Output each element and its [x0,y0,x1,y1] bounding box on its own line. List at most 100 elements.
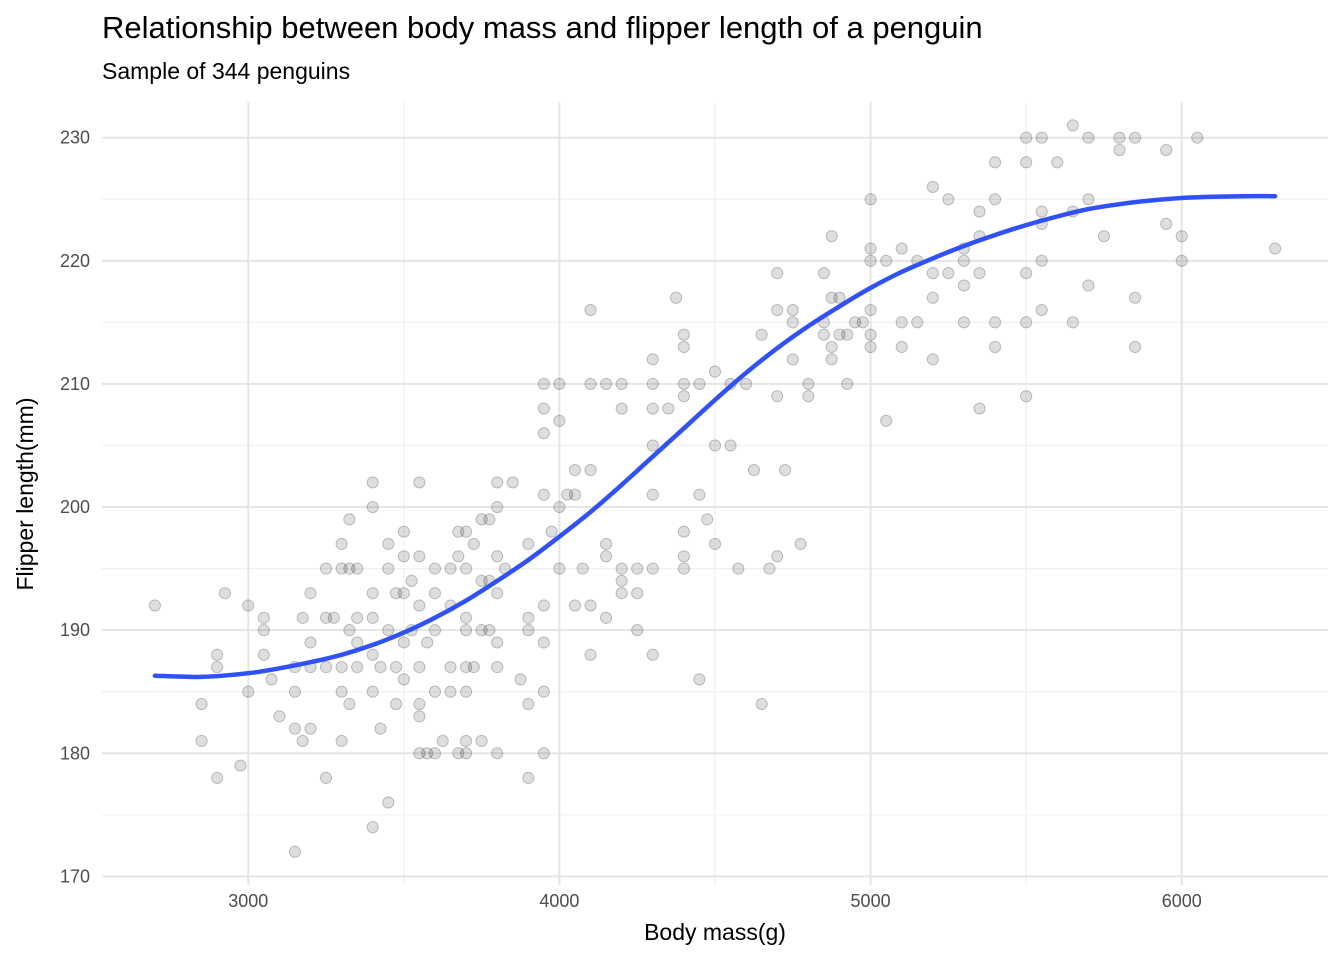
data-point [693,488,706,501]
data-point [242,599,255,612]
data-point [428,685,442,698]
data-point [957,279,971,292]
data-point [257,624,270,637]
data-point [343,562,356,575]
data-point [459,685,473,698]
data-point [763,562,776,575]
data-point [335,562,348,575]
data-point [631,562,644,575]
data-point [211,648,224,661]
data-point [413,697,426,711]
data-point [288,845,302,858]
x-tick-label: 5000 [851,891,891,911]
data-point [988,193,1002,206]
data-point [646,353,659,366]
data-point [397,550,410,563]
data-point [1082,131,1095,144]
data-point [880,254,893,267]
data-point [537,377,550,391]
data-point [413,476,426,489]
data-point [786,316,799,329]
data-point [343,697,356,711]
data-point [864,242,877,255]
data-point [491,660,504,674]
data-point [351,562,364,575]
data-point [1082,193,1095,206]
data-point [1082,279,1095,292]
data-point [1035,303,1048,317]
data-point [825,291,838,304]
x-axis-title: Body mass(g) [644,919,786,945]
data-point [545,525,558,538]
data-point [561,488,574,501]
data-point [382,796,395,809]
data-point [351,636,364,649]
data-point [864,303,877,317]
data-point [537,599,550,612]
data-point [631,624,644,637]
data-point [366,648,379,661]
chart-title: Relationship between body mass and flipp… [102,10,983,45]
data-point [825,340,838,354]
data-point [926,180,939,194]
data-point [1097,230,1111,243]
data-point [1035,205,1048,218]
data-point [444,562,457,575]
data-point [475,513,488,526]
data-point [459,624,473,637]
data-point [646,562,659,575]
data-point [864,340,877,354]
data-point [677,377,690,391]
data-point [1020,156,1033,169]
data-point [459,611,473,624]
data-point [973,402,986,415]
data-point [662,402,675,415]
data-point [988,340,1002,354]
data-point [319,611,333,624]
data-point [802,377,815,391]
data-point [1051,156,1064,169]
data-point [459,660,473,674]
data-point [553,500,566,514]
data-point [389,697,403,711]
data-point [1113,143,1126,157]
data-point [382,624,395,637]
data-point [459,734,473,748]
data-point [366,476,379,489]
y-tick-label: 210 [60,374,90,394]
data-point [553,562,566,575]
data-point [817,267,831,280]
data-point [646,488,659,501]
y-tick-label: 220 [60,251,90,271]
data-point [973,205,986,218]
data-point [319,771,333,784]
x-tick-label: 6000 [1162,891,1202,911]
data-point [584,599,597,612]
data-point [1066,119,1079,132]
data-point [459,562,473,575]
data-point [677,340,690,354]
data-point [584,377,597,391]
chart-subtitle: Sample of 344 penguins [102,58,351,84]
data-point [304,636,317,649]
data-point [459,747,473,760]
scatter-points [148,119,1282,858]
data-point [1175,230,1188,243]
x-axis-ticks: 3000 4000 5000 6000 [228,891,1202,911]
data-point [841,328,854,341]
data-point [537,402,550,415]
data-point [374,722,387,735]
grid [102,102,1328,885]
data-point [374,660,387,674]
data-point [895,340,908,354]
data-point [366,500,379,514]
data-point [926,353,939,366]
data-point [288,722,302,735]
data-point [825,353,838,366]
data-point [724,439,737,452]
data-point [522,771,535,784]
data-point [693,377,706,391]
data-point [864,328,877,341]
data-point [677,562,690,575]
